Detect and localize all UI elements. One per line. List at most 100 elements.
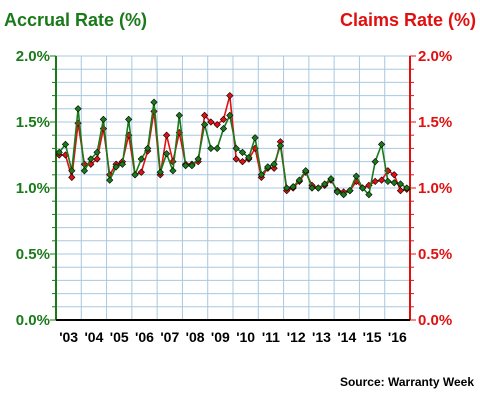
left-tick-label: 0.0% xyxy=(16,312,50,329)
accrual-point xyxy=(150,98,158,106)
x-tick-label: '10 xyxy=(236,329,255,345)
claims-point xyxy=(93,155,101,163)
accrual-point xyxy=(188,161,196,170)
right-axis-title: Claims Rate (%) xyxy=(340,10,476,30)
claims-point xyxy=(150,107,158,116)
left-tick-label: 1.0% xyxy=(16,180,50,197)
accrual-point xyxy=(264,163,272,171)
accrual-point xyxy=(358,184,367,192)
accrual-point xyxy=(352,172,360,180)
accrual-point xyxy=(339,190,348,199)
claims-point xyxy=(200,111,209,120)
accrual-point xyxy=(144,144,152,153)
claims-point xyxy=(137,168,145,176)
claims-point xyxy=(226,91,234,100)
claims-point xyxy=(68,173,76,182)
accrual-point xyxy=(251,134,259,142)
accrual-point xyxy=(80,167,89,175)
claims-point xyxy=(213,120,221,129)
claims-point xyxy=(219,115,228,124)
x-tick-label: '11 xyxy=(262,329,280,345)
x-tick-label: '14 xyxy=(337,329,356,345)
accrual-point xyxy=(245,153,253,162)
x-tick-label: '13 xyxy=(312,329,331,345)
accrual-point xyxy=(295,176,304,184)
claims-point xyxy=(238,157,247,166)
accrual-series xyxy=(55,98,411,199)
left-tick-label: 1.5% xyxy=(16,114,50,131)
left-axis-ticks: 0.0% 0.5% 1.0% 1.5% 2.0% xyxy=(16,48,50,329)
accrual-point xyxy=(302,167,310,175)
accrual-point xyxy=(112,163,120,171)
accrual-point xyxy=(55,148,63,157)
accrual-point xyxy=(377,140,386,149)
x-tick-label: '05 xyxy=(110,329,129,345)
accrual-point xyxy=(365,190,373,199)
right-tick-label: 1.5% xyxy=(418,114,452,131)
accrual-point xyxy=(106,176,114,184)
accrual-point xyxy=(162,150,171,158)
x-tick-label: '03 xyxy=(59,329,78,345)
claims-point xyxy=(396,186,405,195)
accrual-point xyxy=(99,115,108,124)
accrual-point xyxy=(283,184,291,192)
accrual-point xyxy=(289,183,297,191)
accrual-point xyxy=(200,120,209,129)
accrual-point xyxy=(194,155,202,163)
accrual-point xyxy=(68,167,76,175)
accrual-point xyxy=(257,171,266,179)
x-tick-label: '12 xyxy=(287,329,306,345)
x-tick-label: '08 xyxy=(186,329,205,345)
accrual-point xyxy=(118,160,127,168)
right-tick-label: 0.0% xyxy=(418,312,452,329)
claims-point xyxy=(207,118,215,126)
accrual-point xyxy=(169,167,177,175)
accrual-point xyxy=(137,155,145,163)
claims-point xyxy=(270,164,278,172)
claims-point xyxy=(377,176,386,184)
accrual-point xyxy=(396,180,405,188)
right-axis-ticks: 0.0% 0.5% 1.0% 1.5% 2.0% xyxy=(418,48,452,329)
accrual-point xyxy=(384,177,392,186)
accrual-point xyxy=(308,184,316,192)
x-tick-label: '15 xyxy=(363,329,382,345)
accrual-point xyxy=(213,144,221,153)
left-tick-label: 2.0% xyxy=(16,48,50,65)
accrual-point xyxy=(270,160,278,168)
accrual-point xyxy=(175,111,183,120)
right-tick-label: 0.5% xyxy=(418,246,452,263)
accrual-point xyxy=(226,111,234,120)
accrual-point xyxy=(61,140,70,149)
claims-point xyxy=(162,131,171,139)
accrual-point xyxy=(219,124,228,133)
x-axis-ticks: '03 '04 '05 '06 '07 '08 '09 '10 '11 '12 '13 '14 '15 '… xyxy=(59,329,407,345)
series-layer xyxy=(55,91,411,199)
accrual-point xyxy=(321,180,329,188)
accrual-point xyxy=(403,184,411,192)
accrual-point xyxy=(93,148,101,157)
accrual-point xyxy=(238,148,247,157)
accrual-point xyxy=(346,186,354,195)
accrual-point xyxy=(131,171,139,179)
x-tick-label: '06 xyxy=(135,329,154,345)
claims-point xyxy=(390,171,398,179)
accrual-point xyxy=(125,115,133,124)
accrual-point xyxy=(181,161,190,170)
left-tick-label: 0.5% xyxy=(16,246,50,263)
accrual-point xyxy=(327,175,335,183)
claims-point xyxy=(371,177,379,186)
accrual-point xyxy=(371,157,379,166)
axes xyxy=(50,55,416,321)
accrual-point xyxy=(87,155,95,163)
accrual-point xyxy=(232,144,240,153)
accrual-point xyxy=(207,144,215,153)
accrual-point xyxy=(276,142,285,150)
x-tick-label: '09 xyxy=(211,329,230,345)
accrual-point xyxy=(333,188,341,196)
accrual-point xyxy=(156,168,164,176)
accrual-point xyxy=(74,105,82,113)
x-tick-label: '07 xyxy=(160,329,179,345)
right-tick-label: 1.0% xyxy=(418,180,452,197)
claims-point xyxy=(232,155,240,163)
